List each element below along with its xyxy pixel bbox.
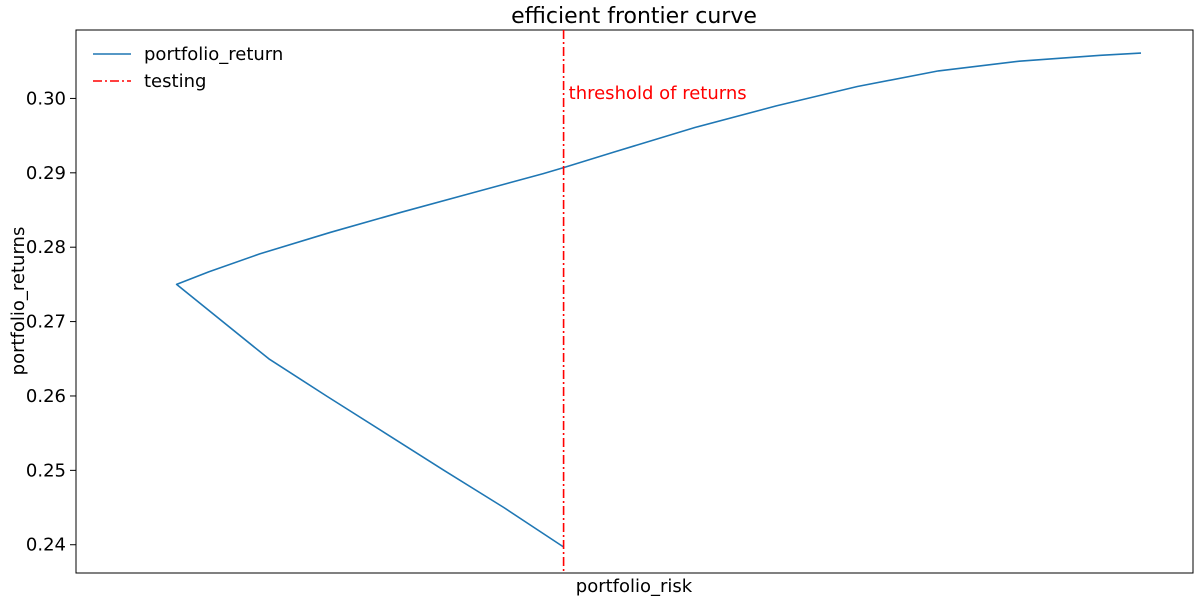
y-tick-label: 0.30 <box>26 88 66 109</box>
y-axis-title: portfolio_returns <box>8 227 29 376</box>
y-tick-label: 0.24 <box>26 535 66 556</box>
series-line-portfolio-return <box>175 52 1142 548</box>
y-tick-label: 0.27 <box>26 312 66 333</box>
plot-area-frame <box>75 29 1194 574</box>
y-tick-label: 0.28 <box>26 237 66 258</box>
series-layer <box>175 52 1142 548</box>
legend-label-testing: testing <box>144 71 206 92</box>
legend-label-portfolio-return: portfolio_return <box>144 44 283 65</box>
annotation-text: threshold of returns <box>569 83 747 104</box>
annotation-layer: threshold of returns <box>569 83 747 104</box>
y-axis: 0.24 0.25 0.26 0.27 0.28 0.29 0.30 <box>26 88 76 556</box>
y-tick-label: 0.29 <box>26 163 66 184</box>
legend: portfolio_return testing <box>93 44 283 92</box>
y-tick-label: 0.25 <box>26 460 66 481</box>
chart-title: efficient frontier curve <box>511 4 757 29</box>
x-axis-title: portfolio_risk <box>576 576 693 597</box>
y-tick-label: 0.26 <box>26 386 66 407</box>
